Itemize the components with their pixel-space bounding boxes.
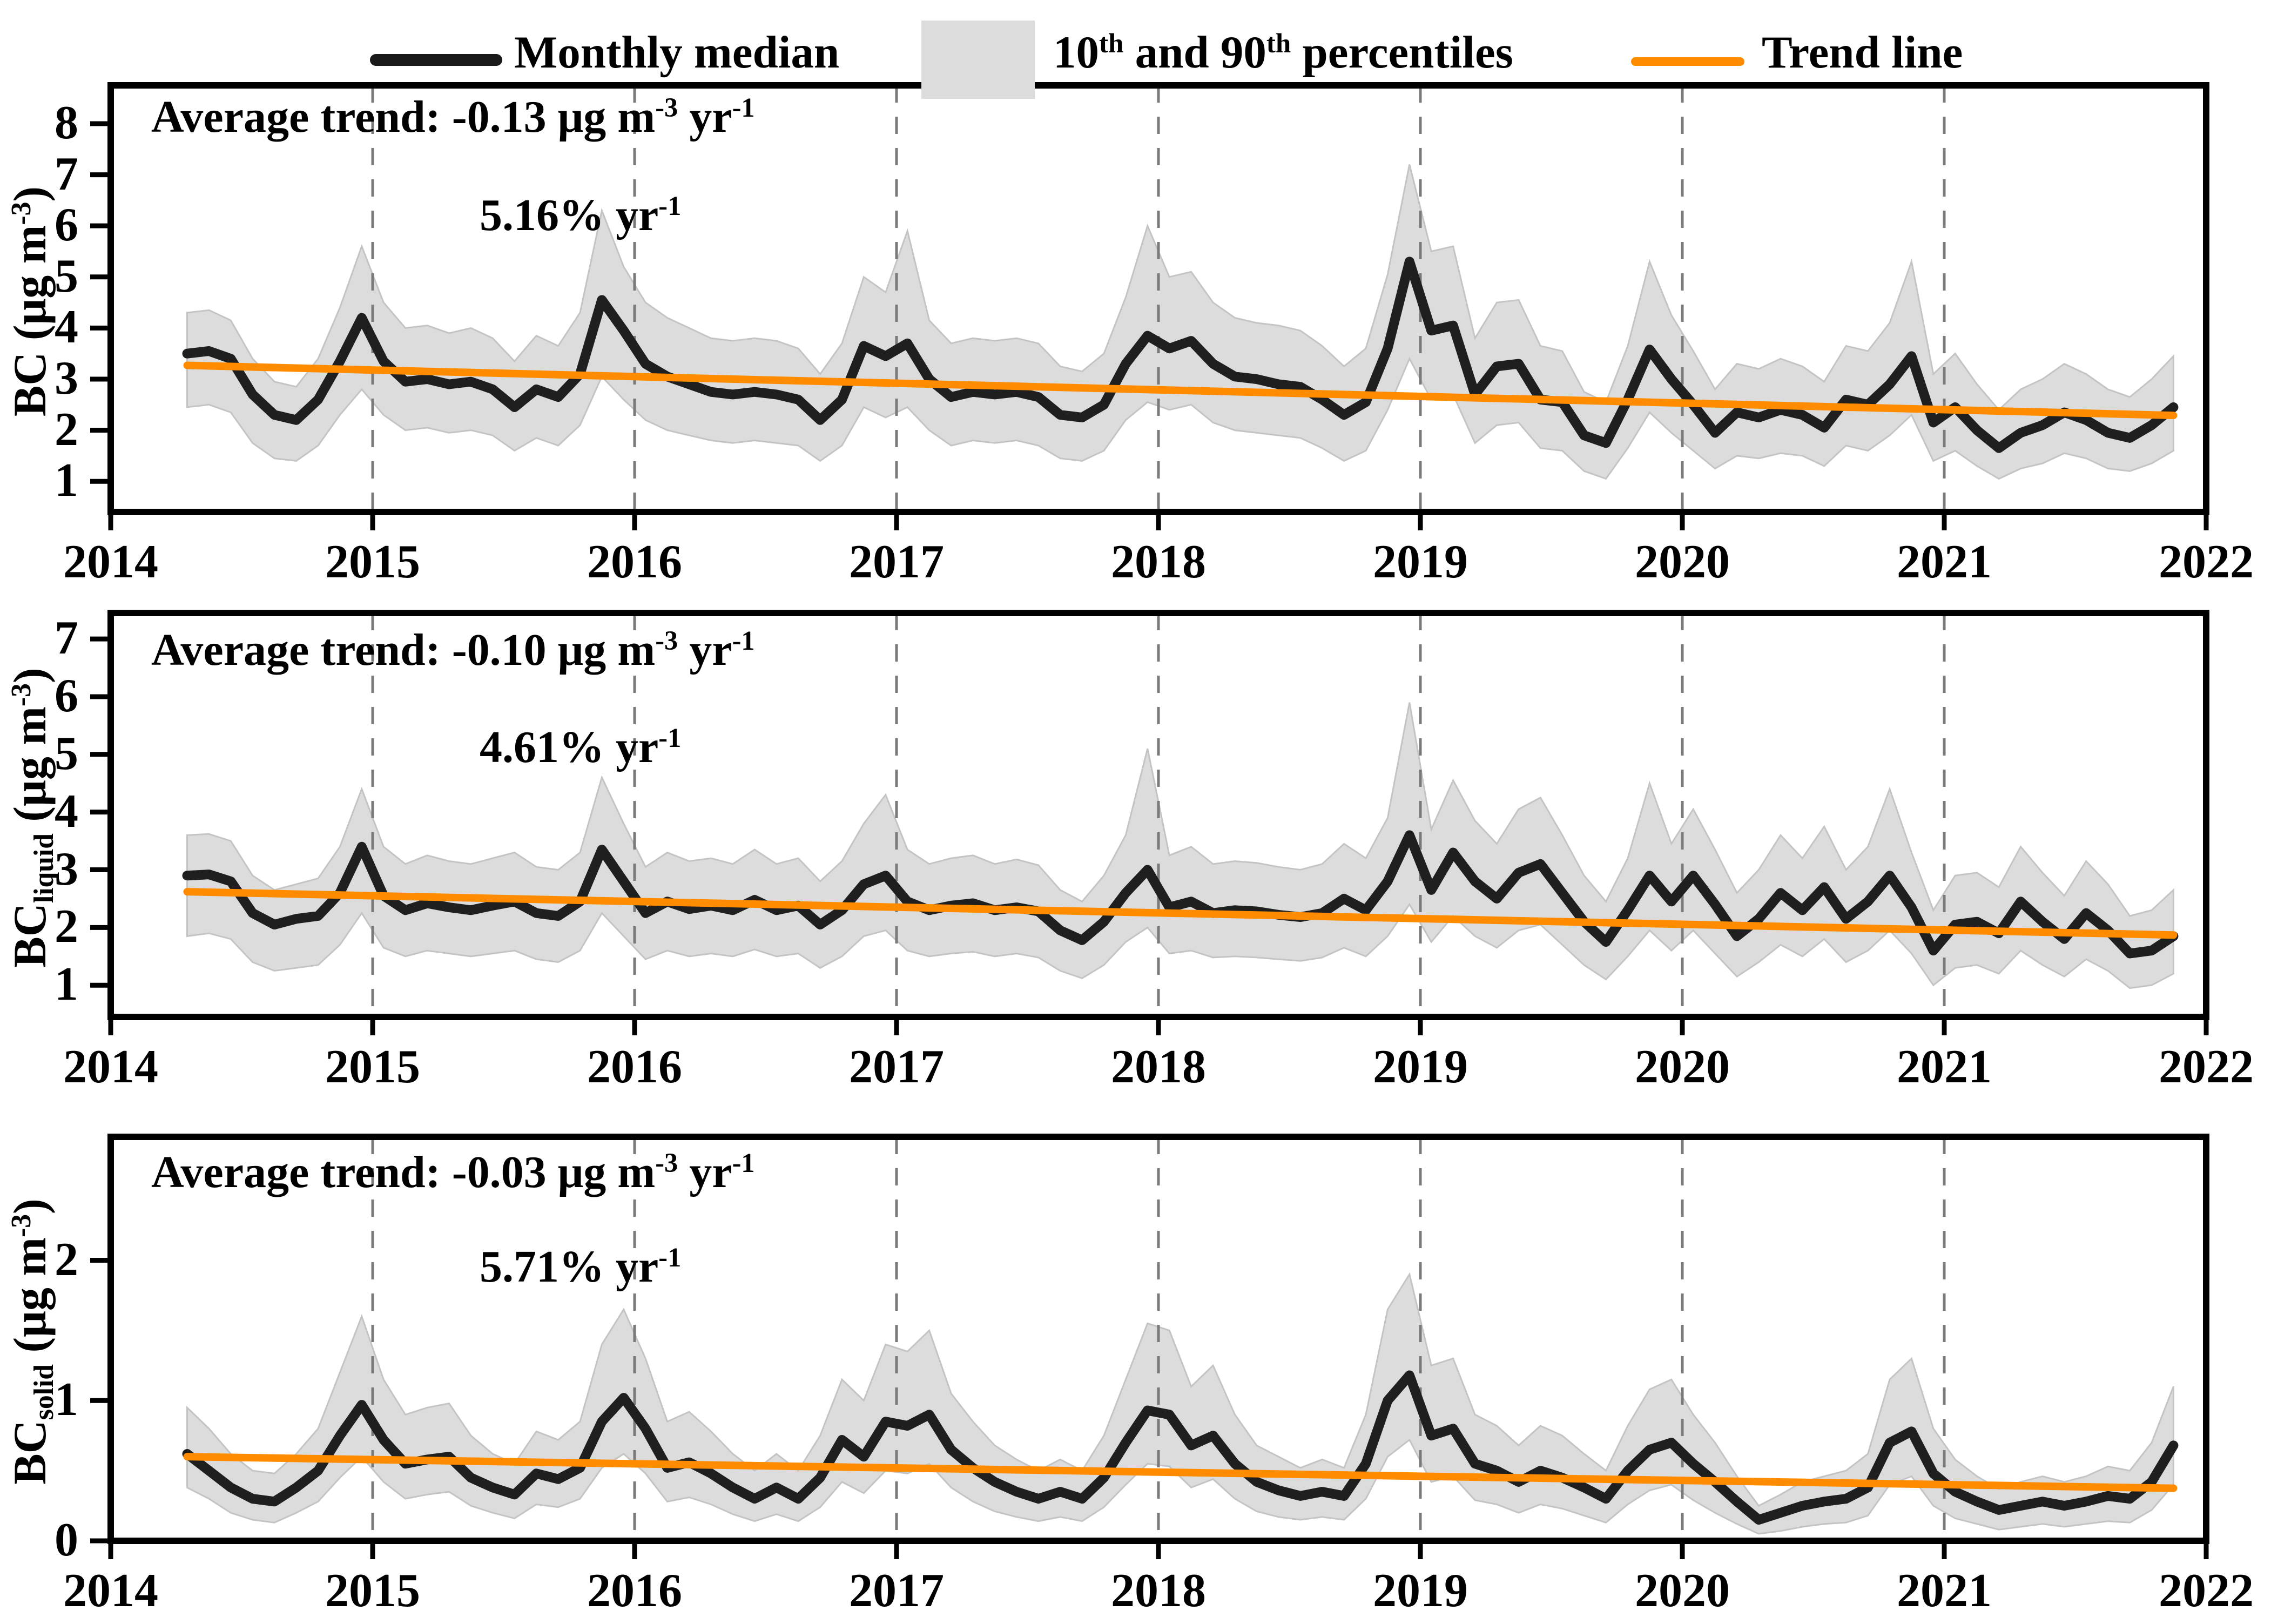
x-tick-label-2014: 2014 [63,536,158,588]
y-tick-label-2: 2 [55,900,78,953]
text-part: Average trend: -0.10 μg m [151,625,656,675]
x-tick-label-2021: 2021 [1897,1565,1992,1617]
bc-liquid-trend-annotation: Average trend: -0.10 μg m-3 yr-1 [151,624,755,676]
sup-part: -1 [732,625,755,656]
BC_liquid-percentile-band [186,702,2174,989]
x-tick-label-2021: 2021 [1897,1041,1992,1093]
x-tick-label-2020: 2020 [1635,536,1730,588]
y-tick-label-1: 1 [55,454,78,507]
y-tick-label-1: 1 [55,958,78,1011]
x-tick-label-2018: 2018 [1111,536,1206,588]
y-tick-label-6: 6 [55,669,78,722]
text-part: Average trend: -0.13 μg m [151,92,656,142]
bc-percent-annotation: 5.16% yr-1 [480,189,681,241]
x-tick-label-2017: 2017 [849,1041,944,1093]
x-tick-label-2017: 2017 [849,1565,944,1617]
y-tick-label-7: 7 [55,147,78,200]
sup-part: -1 [732,92,755,123]
sup-part: -1 [658,191,682,221]
y-tick-label-3: 3 [55,352,78,405]
x-tick-label-2016: 2016 [587,1041,682,1093]
x-tick-label-2020: 2020 [1635,1041,1730,1093]
bc-trend-annotation: Average trend: -0.13 μg m-3 yr-1 [151,91,755,143]
BC_liquid-panel-border [107,610,2209,1020]
x-tick-label-2020: 2020 [1635,1565,1730,1617]
x-tick-label-2017: 2017 [849,536,944,588]
x-tick-label-2015: 2015 [325,536,420,588]
y-tick-label-5: 5 [55,250,78,302]
x-tick-label-2015: 2015 [325,1565,420,1617]
y-tick-label-6: 6 [55,199,78,252]
text-part: 4.61% yr [480,722,659,772]
percentiles-swatch [921,21,1035,99]
sup-part: th [1266,28,1291,59]
y-tick-label-1: 1 [55,1373,78,1426]
legend-label-percentiles: 10th and 90th percentiles [1053,26,1513,79]
y-tick-label-8: 8 [55,96,78,149]
text-part: 10 [1053,27,1099,78]
text-part: yr [678,625,732,675]
sup-part: -1 [658,1242,682,1273]
sup-part: -1 [658,723,682,753]
sup-part: -3 [655,92,678,123]
y-tick-label-3: 3 [55,843,78,895]
y-tick-label-4: 4 [55,301,78,354]
bc-solid-trend-annotation: Average trend: -0.03 μg m-3 yr-1 [151,1146,755,1198]
x-tick-label-2019: 2019 [1373,536,1468,588]
legend-label-monthly-median: Monthly median [514,26,839,79]
sup-part: -1 [732,1148,755,1178]
y-tick-label-4: 4 [55,785,78,838]
text-part: 5.16% yr [480,190,659,240]
text-part: and 90 [1123,27,1266,78]
monthly-median-swatch [370,54,502,66]
sup-part: -3 [655,1148,678,1178]
x-tick-label-2014: 2014 [63,1041,158,1093]
x-tick-label-2022: 2022 [2159,536,2254,588]
y-tick-label-2: 2 [55,1233,78,1286]
y-tick-label-7: 7 [55,612,78,665]
y-tick-label-2: 2 [55,403,78,456]
BC_solid-monthly-median-line [182,1370,2179,1525]
sup-part: th [1099,28,1124,59]
text-part: Average trend: -0.03 μg m [151,1147,656,1197]
text-part: ) [4,1198,56,1214]
BC_liquid-trend-line [183,888,2178,939]
BC_liquid-monthly-median-line [182,830,2179,959]
x-tick-label-2014: 2014 [63,1565,158,1617]
x-tick-label-2019: 2019 [1373,1565,1468,1617]
bc-liquid-percent-annotation: 4.61% yr-1 [480,721,681,773]
text-part: BC [4,1420,56,1485]
BC_solid-percentile-band [186,1272,2174,1535]
bc-solid-percent-annotation: 5.71% yr-1 [480,1241,681,1293]
x-tick-label-2016: 2016 [587,536,682,588]
y-tick-label-5: 5 [55,727,78,780]
x-tick-label-2015: 2015 [325,1041,420,1093]
BC-trend-line [183,361,2178,420]
text-part: percentiles [1291,27,1513,78]
x-tick-label-2022: 2022 [2159,1041,2254,1093]
text-part: yr [678,92,732,142]
x-tick-label-2019: 2019 [1373,1041,1468,1093]
sup-part: -3 [655,625,678,656]
text-part: ( [4,1337,56,1364]
x-tick-label-2021: 2021 [1897,536,1992,588]
text-part: Trend line [1762,27,1963,78]
text-part: Monthly median [514,27,840,78]
y-tick-label-0: 0 [55,1514,78,1566]
x-tick-label-2018: 2018 [1111,1041,1206,1093]
text-part: yr [678,1147,732,1197]
x-tick-label-2022: 2022 [2159,1565,2254,1617]
BC_solid-panel-border [107,1134,2209,1544]
x-tick-label-2018: 2018 [1111,1565,1206,1617]
BC-panel-border [107,82,2209,515]
trend-swatch [1631,57,1744,66]
legend-label-trend: Trend line [1762,26,1963,79]
x-tick-label-2016: 2016 [587,1565,682,1617]
text-part: 5.71% yr [480,1242,659,1292]
BC_solid-trend-line [183,1453,2178,1492]
